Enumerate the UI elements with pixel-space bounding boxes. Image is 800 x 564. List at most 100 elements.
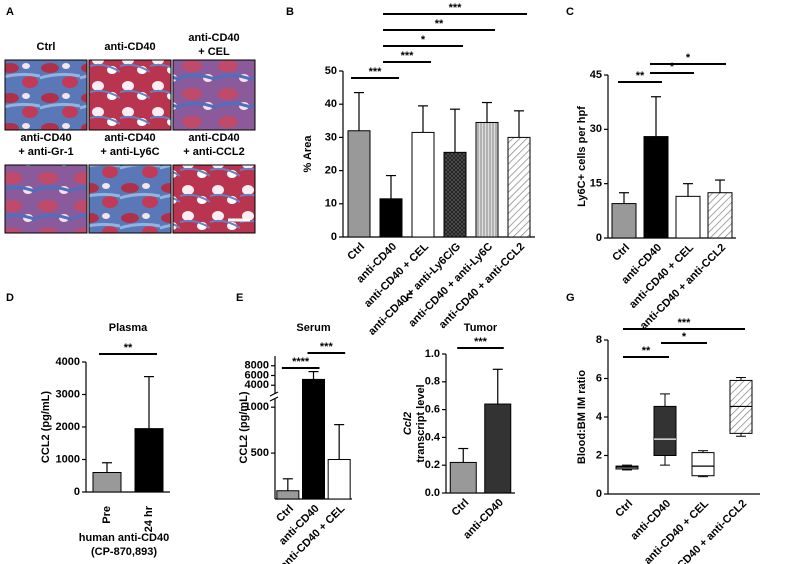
- y-tick-label: 0.0: [425, 487, 440, 499]
- x-tick-label: 24 hr: [143, 505, 155, 532]
- y-tick-label: 1000: [245, 401, 269, 413]
- bar: [411, 131, 435, 238]
- significance-label: ***: [320, 341, 334, 353]
- x-axis-label: (CP-870,893): [91, 546, 157, 558]
- histology-image: [172, 59, 256, 131]
- bar: [134, 428, 164, 493]
- y-tick-label: 4000: [245, 379, 269, 391]
- y-tick-label: 2: [596, 449, 602, 461]
- significance-label: ***: [678, 317, 692, 329]
- panel-label: F: [406, 292, 413, 304]
- x-tick-label: Ctrl: [345, 241, 367, 263]
- y-axis-label: Ly6C+ cells per hpf: [576, 106, 588, 207]
- image-caption: anti-CD40: [104, 41, 155, 53]
- bar: [92, 472, 122, 493]
- bar: [675, 195, 701, 239]
- y-tick-label: 1000: [56, 453, 80, 465]
- y-axis-label: % Area: [302, 135, 314, 173]
- axis-break-mark: [269, 391, 279, 397]
- significance-label: *: [670, 61, 675, 73]
- bar: [379, 198, 403, 238]
- significance-label: **: [636, 70, 645, 82]
- image-caption: + anti-Gr-1: [18, 146, 73, 158]
- axis-break: [270, 394, 280, 399]
- significance-label: *: [686, 52, 691, 64]
- x-tick-label: Ctrl: [274, 503, 296, 525]
- image-caption: anti-CD40: [20, 132, 71, 144]
- y-tick-label: 0.6: [425, 404, 440, 416]
- significance-label: *: [421, 34, 426, 46]
- y-tick-label: 0: [331, 231, 337, 243]
- chart-title: Serum: [296, 322, 330, 334]
- chart-title: Tumor: [464, 322, 498, 334]
- y-axis-label: Ccl2: [402, 412, 414, 435]
- image-caption: Ctrl: [37, 41, 56, 53]
- significance-label: ***: [401, 50, 415, 62]
- y-tick-label: 0.4: [425, 431, 441, 443]
- panel-label: D: [6, 292, 14, 304]
- y-tick-label: 0.8: [425, 376, 440, 388]
- chart-title: Plasma: [109, 322, 148, 334]
- bar: [643, 136, 669, 239]
- x-tick-label: Pre: [101, 506, 113, 524]
- significance-label: *: [682, 331, 687, 343]
- bar: [276, 490, 300, 500]
- y-tick-label: 6: [596, 372, 602, 384]
- panel-label: C: [566, 6, 574, 18]
- y-tick-label: 0: [74, 486, 80, 498]
- x-tick-label: Ctrl: [450, 497, 472, 519]
- y-tick-label: 0: [596, 232, 602, 244]
- bar: [327, 459, 351, 500]
- significance-label: ***: [449, 2, 463, 14]
- bar: [475, 121, 499, 238]
- panel-label: B: [286, 6, 294, 18]
- y-tick-label: 8: [596, 334, 602, 346]
- y-tick-label: 15: [590, 178, 602, 190]
- y-tick-label: 0.2: [425, 459, 440, 471]
- bar: [302, 378, 325, 500]
- y-tick-label: 2000: [56, 421, 80, 433]
- histology-image: [88, 164, 172, 234]
- x-tick-label: Ctrl: [613, 498, 635, 520]
- bar: [449, 461, 477, 494]
- y-tick-label: 3000: [56, 388, 80, 400]
- axis-break-mark: [269, 396, 279, 402]
- bar: [707, 192, 733, 239]
- y-tick-label: 6000: [245, 369, 269, 381]
- bar: [507, 136, 531, 238]
- box: [653, 405, 677, 457]
- y-axis-label: CCL2 (pg/mL): [238, 391, 250, 463]
- box: [691, 452, 715, 477]
- y-tick-label: 0: [596, 488, 602, 500]
- significance-label: **: [435, 18, 444, 30]
- histology-image: [172, 164, 256, 234]
- y-tick-label: 4: [596, 411, 603, 423]
- y-tick-label: 20: [325, 165, 337, 177]
- panel-label: G: [566, 292, 575, 304]
- significance-label: **: [124, 342, 133, 354]
- y-tick-label: 8000: [245, 360, 269, 372]
- bar: [611, 203, 637, 239]
- significance-label: ****: [292, 356, 310, 368]
- panel-label: A: [6, 6, 14, 18]
- significance-label: **: [642, 345, 651, 357]
- significance-label: ***: [474, 336, 488, 348]
- bar: [484, 403, 512, 494]
- histology-image: [4, 59, 88, 131]
- image-caption: + anti-CCL2: [183, 146, 244, 158]
- x-tick-label: Ctrl: [610, 242, 632, 264]
- panel-label: E: [236, 292, 243, 304]
- histology-image: [4, 164, 88, 234]
- y-tick-label: 10: [325, 198, 337, 210]
- image-caption: anti-CD40: [104, 132, 155, 144]
- y-tick-label: 4000: [56, 356, 80, 368]
- y-axis-label: Blood:BM IM ratio: [576, 370, 588, 464]
- image-caption: anti-CD40: [188, 132, 239, 144]
- y-axis-label: CCL2 (pg/mL): [40, 391, 52, 463]
- y-tick-label: 1.0: [425, 348, 440, 360]
- y-tick-label: 50: [325, 65, 337, 77]
- histology-image: [88, 59, 172, 131]
- significance-label: ***: [369, 66, 383, 78]
- image-caption: + anti-Ly6C: [100, 146, 159, 158]
- y-tick-label: 500: [251, 447, 269, 459]
